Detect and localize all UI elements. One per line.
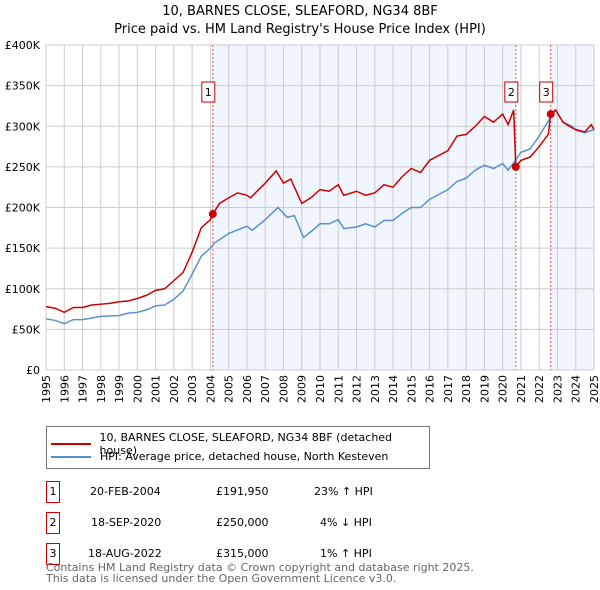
x-tick-label: 2022 <box>533 375 546 403</box>
sale-badge: 2 <box>46 512 60 534</box>
x-tick-label: 2012 <box>351 375 364 403</box>
sale-label: 3 <box>543 86 550 99</box>
sale-price: £191,950 <box>216 485 269 498</box>
x-tick-label: 2014 <box>387 375 400 403</box>
x-tick-label: 2010 <box>314 375 327 403</box>
plot-frame <box>45 44 595 371</box>
x-tick-label: 2017 <box>442 375 455 403</box>
legend-item-property: 10, BARNES CLOSE, SLEAFORD, NG34 8BF (de… <box>51 431 429 457</box>
sale-row: 2 18-SEP-2020 £250,000 4% ↓ HPI <box>46 512 466 534</box>
y-tick-label: £400K <box>5 39 41 52</box>
sale-date: 20-FEB-2004 <box>90 485 161 498</box>
x-tick-label: 2021 <box>515 375 528 403</box>
x-tick-label: 2023 <box>551 375 564 403</box>
x-tick-label: 2015 <box>405 375 418 403</box>
x-tick-label: 2011 <box>332 375 345 403</box>
x-tick-label: 2019 <box>478 375 491 403</box>
footer-licence: This data is licensed under the Open Gov… <box>46 572 397 585</box>
x-tick-label: 2008 <box>277 375 290 403</box>
sale-hpi-diff: 1% ↑ HPI <box>320 547 372 560</box>
x-tick-label: 1997 <box>77 375 90 403</box>
x-tick-label: 2002 <box>168 375 181 403</box>
sale-price: £250,000 <box>216 516 269 529</box>
sale-price: £315,000 <box>216 547 269 560</box>
sale-badge: 1 <box>46 481 60 503</box>
x-tick-label: 2009 <box>296 375 309 403</box>
x-tick-label: 1996 <box>58 375 71 403</box>
legend-item-hpi: HPI: Average price, detached house, Nort… <box>51 450 388 463</box>
x-tick-label: 2003 <box>186 375 199 403</box>
x-tick-label: 2005 <box>223 375 236 403</box>
sale-label-box <box>539 81 554 103</box>
sale-badge: 3 <box>46 543 60 565</box>
sale-label-box <box>504 81 519 103</box>
y-tick-label: £250K <box>5 161 41 174</box>
x-tick-label: 2018 <box>460 375 473 403</box>
legend: 10, BARNES CLOSE, SLEAFORD, NG34 8BF (de… <box>46 426 430 469</box>
footer-copyright: Contains HM Land Registry data © Crown c… <box>46 561 474 574</box>
x-tick-label: 1995 <box>40 375 53 403</box>
sale-date: 18-SEP-2020 <box>91 516 162 529</box>
series-line <box>45 108 595 314</box>
x-tick-label: 2007 <box>259 375 272 403</box>
chart-title: 10, BARNES CLOSE, SLEAFORD, NG34 8BF <box>162 4 438 19</box>
y-tick-label: £100K <box>5 283 41 296</box>
sale-hpi-diff: 4% ↓ HPI <box>320 516 372 529</box>
x-tick-label: 2001 <box>150 375 163 403</box>
y-tick-label: £50K <box>12 323 41 336</box>
series-line <box>45 108 595 325</box>
legend-swatch-blue <box>51 455 91 458</box>
y-tick-label: £200K <box>5 202 41 215</box>
x-tick-label: 1998 <box>95 375 108 403</box>
sale-point <box>546 110 555 119</box>
y-tick-label: £0 <box>26 364 40 377</box>
x-tick-label: 2020 <box>497 375 510 403</box>
sale-row: 3 18-AUG-2022 £315,000 1% ↑ HPI <box>46 543 466 565</box>
x-tick-label: 2016 <box>424 375 437 403</box>
x-tick-label: 2000 <box>131 375 144 403</box>
x-tick-label: 2013 <box>369 375 382 403</box>
sale-hpi-diff: 23% ↑ HPI <box>314 485 373 498</box>
x-tick-label: 2004 <box>204 375 217 403</box>
x-tick-label: 2025 <box>588 375 600 403</box>
chart-subtitle: Price paid vs. HM Land Registry's House … <box>114 22 486 37</box>
price-chart: 1995 1996 1997 1998 1999 2000 2001 2002 2003 2004… <box>5 39 600 403</box>
y-tick-label: £150K <box>5 242 41 255</box>
sale-date: 18-AUG-2022 <box>88 547 162 560</box>
legend-label-property: 10, BARNES CLOSE, SLEAFORD, NG34 8BF (de… <box>99 431 393 457</box>
sale-row: 1 20-FEB-2004 £191,950 23% ↑ HPI <box>46 481 466 503</box>
x-tick-label: 2024 <box>570 375 583 403</box>
y-tick-label: £350K <box>5 80 41 93</box>
x-tick-label: 1999 <box>113 375 126 403</box>
sale-point <box>208 210 217 219</box>
y-tick-label: £300K <box>5 120 41 133</box>
x-tick-label: 2006 <box>241 375 254 403</box>
sale-label-box <box>201 81 216 103</box>
sale-point <box>511 162 520 171</box>
legend-swatch-red <box>51 443 91 445</box>
legend-label-hpi: HPI: Average price, detached house, Nort… <box>100 450 389 463</box>
sale-label: 2 <box>508 86 515 99</box>
sale-label: 1 <box>205 86 212 99</box>
